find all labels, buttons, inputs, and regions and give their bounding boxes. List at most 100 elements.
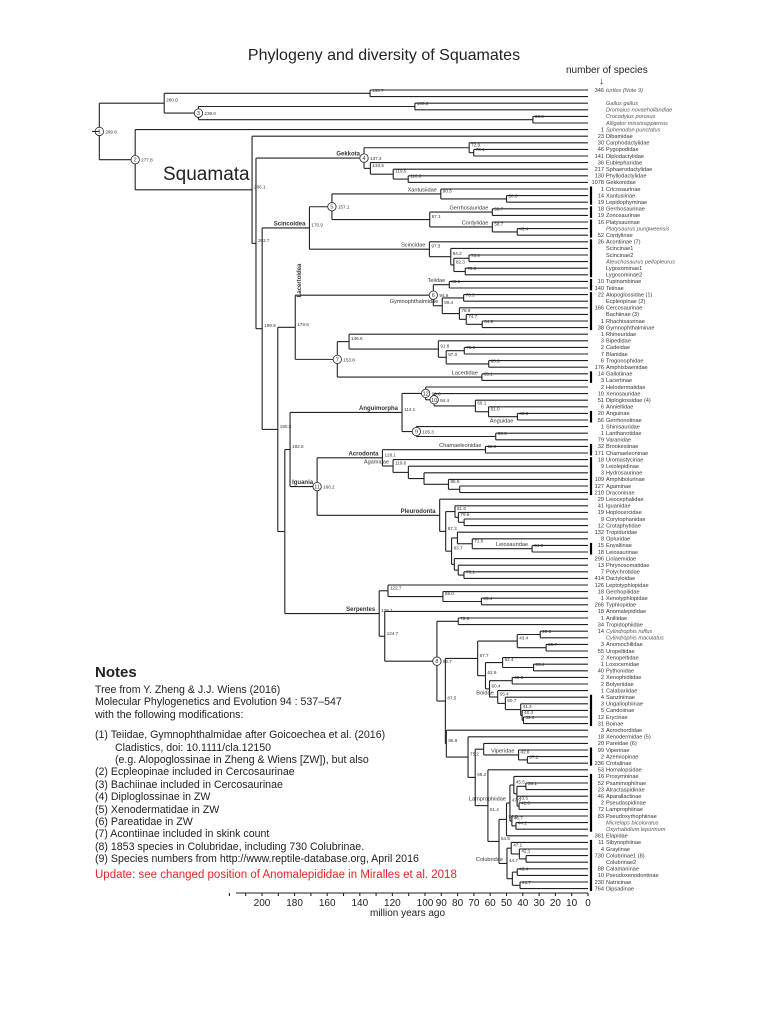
- taxon-label: Cercosaurinae: [606, 306, 642, 312]
- species-count: 83: [598, 814, 604, 820]
- page-title: Phylogeny and diversity of Squamates: [247, 47, 521, 64]
- axis-tick-label: 70: [468, 898, 480, 909]
- taxon-label: Uropeltidae: [606, 649, 635, 655]
- note-line: (5) Xenodermatidae in ZW: [95, 803, 220, 816]
- node-age-label: 65.4: [483, 596, 492, 601]
- axis-tick-label: 30: [534, 898, 546, 909]
- species-count: 9: [601, 517, 604, 523]
- node-age-label: 182.8: [292, 444, 304, 449]
- node-age-label: 122.7: [390, 585, 402, 590]
- species-count: 1: [601, 431, 604, 437]
- node-age-label: 90.3: [443, 188, 452, 193]
- taxon-label: Tropiduridae: [606, 530, 637, 536]
- taxon-label: Rhineuridae: [606, 332, 636, 338]
- node-age-label: 70.1: [476, 147, 485, 152]
- node-age-label: 94.4: [440, 398, 449, 403]
- taxon-label: Lamprophiinae: [606, 807, 643, 813]
- species-count: 130: [595, 174, 604, 180]
- node-number-circle: [327, 202, 337, 212]
- species-count: 176: [595, 365, 604, 371]
- species-count: 31: [598, 721, 604, 727]
- species-count: 79: [598, 438, 604, 444]
- species-count: 18: [598, 550, 604, 556]
- taxon-label: Prosymninae: [606, 774, 639, 780]
- species-count: 1: [601, 332, 604, 338]
- note-line: (9) Species numbers from http://www.rept…: [95, 853, 419, 866]
- species-count: 2: [601, 675, 604, 681]
- taxon-label: Gerrhopilidae: [606, 589, 640, 595]
- taxon-label: Anomalepididae: [606, 609, 646, 615]
- species-count: 1: [601, 127, 604, 133]
- species-count: 9: [601, 464, 604, 470]
- taxon-label: Calamariinae: [606, 867, 639, 873]
- note-line: (e.g. Alopoglossinae in Zheng & Wiens [Z…: [115, 754, 369, 766]
- node-age-label: 199.9: [264, 323, 276, 328]
- node-age-label: 62.9: [487, 670, 496, 675]
- node-age-label: 38.1: [528, 781, 537, 786]
- species-count: 230: [595, 880, 604, 886]
- note-line: (6) Pareatidae in ZW: [95, 816, 193, 828]
- note-line: (1) Teiidae, Gymnophthalmidae after Goic…: [95, 729, 386, 742]
- node-age-label: 119.5: [395, 169, 407, 174]
- clade-label: Xantusiidae: [408, 187, 437, 193]
- node-age-label: 190.3: [280, 424, 292, 429]
- axis-tick-label: 40: [517, 898, 529, 909]
- node-age-label: 92.7: [443, 659, 452, 664]
- species-count: 19: [598, 200, 604, 206]
- axis-tick-label: 0: [585, 898, 591, 909]
- taxon-label: Lygosominae1: [606, 266, 642, 272]
- node-age-label: 46.7: [514, 815, 523, 820]
- node-number: 3: [197, 111, 200, 117]
- taxon-label: Phrynosomatidae: [606, 563, 650, 569]
- node-number-circle: [332, 354, 342, 364]
- taxon-label: Gymnophthalminae: [606, 325, 655, 331]
- taxon-label: Blanidae: [606, 352, 628, 358]
- node-age-label: 99.6: [432, 391, 441, 396]
- species-count: 141: [595, 154, 604, 160]
- taxon-label: Helodermatidae: [606, 385, 646, 391]
- node-age-label: 42.3: [521, 801, 530, 806]
- node-age-label: 33.4: [536, 662, 545, 667]
- node-number: 4: [363, 156, 366, 162]
- axis-tick-label: 160: [319, 898, 336, 909]
- node-age-label: 58.7: [494, 207, 503, 212]
- axis-tick-label: 20: [550, 898, 562, 909]
- node-age-label: 85.1: [451, 279, 460, 284]
- taxon-label: Natricinae: [606, 880, 631, 886]
- species-count: 2: [601, 385, 604, 391]
- taxon-label: Bipedidae: [606, 339, 631, 345]
- node-age-label: 43.4: [519, 226, 528, 231]
- node-age-label: 89.0: [445, 591, 454, 596]
- node-age-label: 67.7: [480, 653, 489, 658]
- clade-label: Gekkota: [336, 152, 360, 158]
- taxon-label: Pygopodidae: [606, 147, 639, 153]
- note-line: Molecular Phylogenetics and Evolution 94…: [95, 696, 342, 709]
- node-age-label: 43.3: [519, 411, 528, 416]
- node-age-label: 128.1: [381, 608, 393, 613]
- taxon-label: Typhlopidae: [606, 603, 636, 609]
- taxon-label: Diploglossidae (4): [606, 398, 651, 404]
- species-count: 1: [601, 688, 604, 694]
- species-count: 4: [601, 847, 604, 853]
- taxon-label: Xenopeltidae: [606, 655, 639, 661]
- node-age-label: 82.3: [456, 259, 465, 264]
- taxon-label: Draconinae: [606, 490, 635, 496]
- axis-tick-label: 100: [417, 898, 434, 909]
- axis-tick-label: 80: [452, 898, 464, 909]
- species-count: 15: [598, 543, 604, 549]
- taxon-label: Phyllodactylidae: [606, 174, 646, 180]
- note-line: (4) Diploglossinae in ZW: [95, 791, 211, 804]
- species-count: 12: [598, 715, 604, 721]
- taxon-label: Gekkonidae: [606, 180, 636, 186]
- taxon-label: Cylindrophis maculatus: [606, 636, 664, 642]
- clade-label: Lacertidae: [452, 371, 478, 377]
- species-count: 126: [595, 583, 604, 589]
- node-age-label: 74.7: [468, 314, 477, 319]
- species-count: 18: [598, 207, 604, 213]
- species-count: 1: [601, 616, 604, 622]
- axis-tick-label: 90: [436, 898, 448, 909]
- node-number-circle: [312, 481, 322, 492]
- taxon-label: Xenosauridae: [606, 391, 641, 397]
- species-count: 132: [595, 530, 604, 536]
- species-count: 1: [601, 187, 604, 193]
